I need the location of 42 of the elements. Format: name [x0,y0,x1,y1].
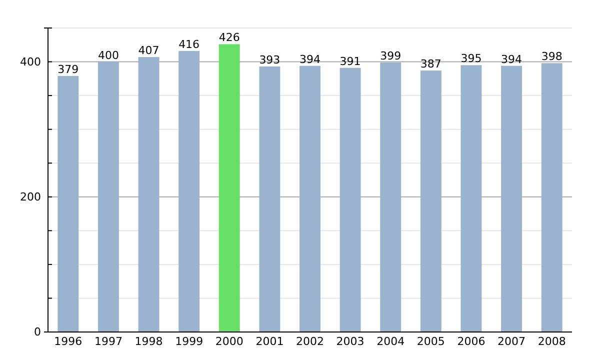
data-label: 379 [58,62,79,76]
data-label: 387 [420,58,442,71]
x-tick-label: 2000 [215,334,244,348]
data-label: 391 [340,54,361,68]
x-tick-label: 1999 [175,334,204,348]
data-label: 407 [138,44,160,58]
bar [340,68,361,332]
bar [501,66,522,332]
bar [420,70,442,332]
bar [460,65,482,332]
x-tick-label: 2003 [336,334,364,348]
x-tick-label: 1996 [54,334,82,348]
data-label: 400 [98,48,119,62]
data-label: 394 [300,52,320,66]
x-tick-label: 2008 [538,334,566,348]
bar [58,76,79,332]
data-label: 393 [259,54,280,67]
data-label: 395 [460,52,482,66]
data-label: 394 [501,52,522,66]
x-tick-label: 2004 [376,334,405,348]
bar [138,57,160,332]
x-tick-label: 2007 [498,334,526,348]
bar [300,66,320,332]
bar [380,62,402,332]
x-tick-label: 1998 [134,334,163,348]
x-tick-label: 2006 [457,334,486,348]
data-label: 416 [178,38,200,51]
bar [98,62,119,332]
x-tick-label: 2001 [256,334,284,348]
bar [259,66,280,332]
bar [541,63,562,332]
data-label: 399 [380,49,402,62]
y-tick-label: 0 [34,326,41,339]
x-tick-label: 2002 [296,334,324,348]
data-label: 398 [541,50,562,64]
data-label: 426 [218,31,240,44]
bar [218,44,240,332]
y-tick-label: 200 [20,190,41,204]
bar [178,50,200,332]
x-tick-label: 1997 [94,334,122,348]
y-tick-label: 400 [20,55,41,68]
x-tick-label: 2005 [416,334,445,348]
